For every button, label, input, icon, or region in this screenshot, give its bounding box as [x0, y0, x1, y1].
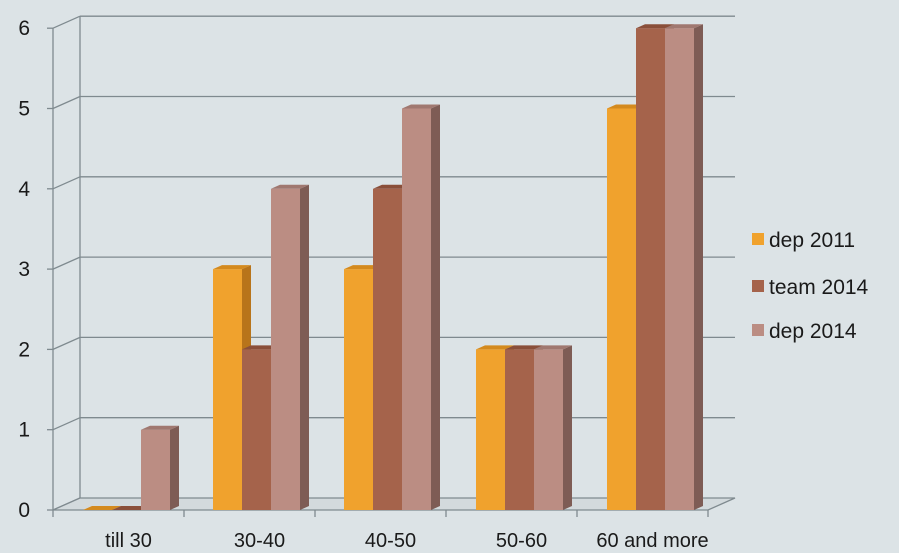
bar-top	[344, 265, 382, 270]
bar-top	[112, 506, 150, 510]
bar	[141, 425, 179, 510]
legend-item: dep 2014	[752, 320, 857, 343]
bar-top	[607, 104, 645, 109]
x-axis-ticks: till 30 30-40 40-50 50-60 60 and more	[52, 510, 709, 552]
wall-gridline	[52, 417, 81, 431]
bars	[83, 24, 703, 511]
bar-top	[271, 184, 309, 189]
bar-side	[300, 184, 309, 511]
bar	[665, 24, 703, 510]
bar-front	[505, 349, 534, 510]
wall-gridline	[52, 336, 81, 350]
legend-label: dep 2014	[769, 320, 857, 343]
bar-front	[242, 349, 271, 510]
wall-gridline	[52, 95, 81, 110]
bar-front	[607, 108, 636, 510]
bar-top	[665, 24, 703, 29]
bar	[505, 345, 543, 510]
x-tick-label: till 30	[105, 530, 152, 552]
bar-top	[242, 345, 280, 350]
bar-top	[402, 104, 440, 109]
bar-top	[373, 184, 411, 189]
bar-side	[694, 24, 703, 510]
bar	[534, 345, 572, 510]
bar-front	[271, 188, 300, 511]
y-tick-label: 5	[18, 98, 30, 121]
x-tick-label: 60 and more	[596, 530, 708, 552]
y-tick-label: 6	[18, 17, 30, 40]
bar	[112, 506, 150, 510]
y-tick-label: 4	[18, 178, 30, 201]
y-tick-label: 2	[18, 338, 30, 361]
legend-item: team 2014	[752, 276, 869, 299]
bar-front	[534, 349, 563, 510]
y-tick-label: 3	[18, 258, 30, 281]
bar	[271, 184, 309, 511]
legend: dep 2011 team 2014 dep 2014	[752, 229, 869, 343]
wall-gridline	[52, 256, 81, 270]
bar-front	[213, 269, 242, 510]
y-axis-ticks: 0 1 2 3 4 5 6	[18, 17, 53, 522]
bar-front	[373, 188, 402, 511]
y-tick-label: 0	[18, 499, 30, 522]
legend-swatch	[752, 324, 764, 336]
bar-top	[83, 506, 121, 510]
bar	[402, 104, 440, 510]
legend-label: dep 2011	[769, 229, 855, 252]
legend-label: team 2014	[769, 276, 869, 299]
bar	[83, 506, 121, 510]
bar-front	[636, 28, 665, 510]
bar-top	[141, 425, 179, 430]
legend-swatch	[752, 280, 764, 292]
bar-top	[636, 24, 674, 29]
bar-side	[431, 104, 440, 510]
x-tick-label: 50-60	[496, 530, 547, 552]
legend-item: dep 2011	[752, 229, 855, 252]
bar-front	[344, 269, 373, 510]
bar-front	[665, 28, 694, 510]
wall-gridline	[52, 15, 81, 29]
bar-front	[402, 108, 431, 510]
x-tick-label: 40-50	[365, 530, 416, 552]
x-tick-label: 30-40	[234, 530, 285, 552]
bar-front	[141, 429, 170, 510]
y-tick-label: 1	[18, 419, 30, 442]
bar-top	[534, 345, 572, 350]
legend-swatch	[752, 233, 764, 245]
bar-side	[170, 425, 179, 510]
bar-front	[476, 349, 505, 510]
wall-gridline	[52, 176, 81, 190]
bar-top	[476, 345, 514, 350]
bar-top	[213, 265, 251, 270]
bar-top	[505, 345, 543, 350]
bar-side	[563, 345, 572, 510]
